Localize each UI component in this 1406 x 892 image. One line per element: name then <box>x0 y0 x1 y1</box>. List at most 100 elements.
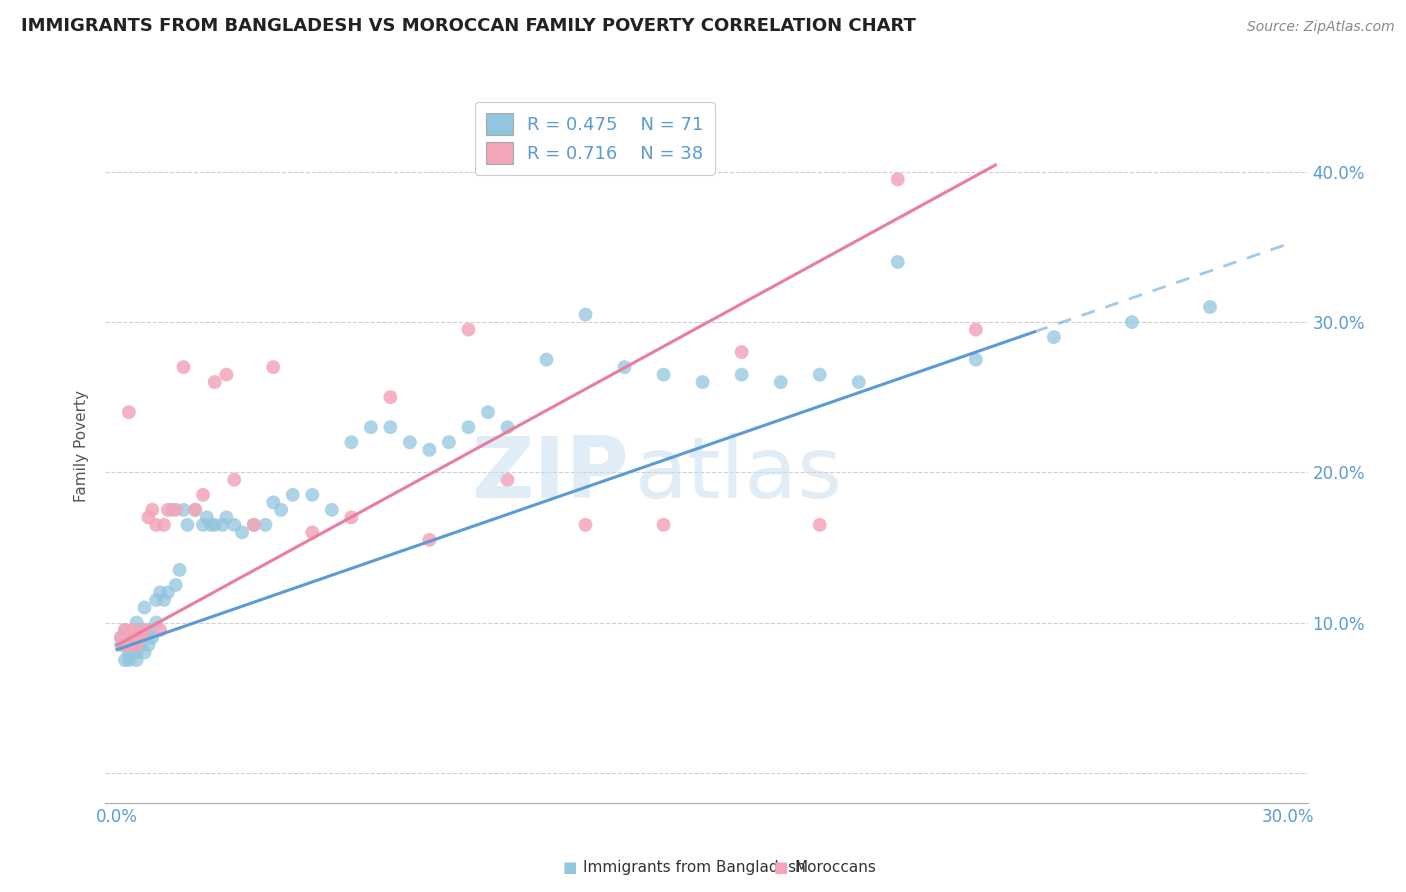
Point <box>200 517 222 532</box>
Point <box>254 517 277 532</box>
Point <box>110 638 132 652</box>
Point <box>134 646 156 660</box>
Point <box>129 638 152 652</box>
Point <box>340 435 363 450</box>
Point <box>125 638 148 652</box>
Point <box>692 375 714 389</box>
Point <box>262 360 284 375</box>
Text: Moroccans: Moroccans <box>794 861 876 875</box>
Point <box>114 638 136 652</box>
Point <box>121 631 143 645</box>
Point <box>184 503 207 517</box>
Point <box>887 172 910 186</box>
Point <box>118 405 141 419</box>
Point <box>242 517 264 532</box>
Point <box>1199 300 1222 314</box>
Text: Immigrants from Bangladesh: Immigrants from Bangladesh <box>583 861 806 875</box>
Point <box>496 473 519 487</box>
Point <box>114 653 136 667</box>
Point <box>138 638 160 652</box>
Point <box>138 510 160 524</box>
Point <box>457 420 479 434</box>
Point <box>121 646 143 660</box>
Point <box>145 517 167 532</box>
Point <box>125 631 148 645</box>
Point <box>195 510 218 524</box>
Point <box>301 525 323 540</box>
Text: ZIP: ZIP <box>471 433 628 516</box>
Point <box>730 368 752 382</box>
Point <box>224 517 246 532</box>
Legend: R = 0.475    N = 71, R = 0.716    N = 38: R = 0.475 N = 71, R = 0.716 N = 38 <box>475 102 714 175</box>
Point <box>360 420 382 434</box>
Point <box>418 533 440 547</box>
Point <box>156 503 179 517</box>
Point <box>730 345 752 359</box>
Point <box>191 517 214 532</box>
Point <box>141 503 163 517</box>
Point <box>129 631 152 645</box>
Point <box>121 638 143 652</box>
Point <box>965 352 987 367</box>
Point <box>169 563 191 577</box>
Point <box>215 368 238 382</box>
Point <box>536 352 558 367</box>
Point <box>176 517 198 532</box>
Text: ■: ■ <box>562 861 576 875</box>
Text: Source: ZipAtlas.com: Source: ZipAtlas.com <box>1247 21 1395 34</box>
Point <box>965 322 987 336</box>
Point <box>242 517 264 532</box>
Point <box>574 517 596 532</box>
Point <box>437 435 460 450</box>
Point <box>301 488 323 502</box>
Point <box>457 322 479 336</box>
Point <box>110 631 132 645</box>
Point <box>231 525 253 540</box>
Point <box>281 488 304 502</box>
Point <box>224 473 246 487</box>
Point <box>149 623 172 637</box>
Point <box>191 488 214 502</box>
Point <box>125 646 148 660</box>
Point <box>321 503 343 517</box>
Point <box>118 653 141 667</box>
Point <box>496 420 519 434</box>
Point <box>340 510 363 524</box>
Point <box>153 593 176 607</box>
Point <box>887 255 910 269</box>
Point <box>1043 330 1066 344</box>
Point <box>125 615 148 630</box>
Point <box>134 623 156 637</box>
Point <box>118 646 141 660</box>
Point <box>149 585 172 599</box>
Point <box>141 631 163 645</box>
Point <box>184 503 207 517</box>
Point <box>848 375 870 389</box>
Text: atlas: atlas <box>634 433 842 516</box>
Point <box>808 368 831 382</box>
Point <box>145 615 167 630</box>
Point <box>114 623 136 637</box>
Point <box>215 510 238 524</box>
Point <box>808 517 831 532</box>
Point <box>613 360 636 375</box>
Point <box>270 503 292 517</box>
Point <box>574 308 596 322</box>
Point <box>165 503 187 517</box>
Point <box>125 653 148 667</box>
Point <box>114 638 136 652</box>
Point <box>145 593 167 607</box>
Point <box>118 631 141 645</box>
Point <box>160 503 183 517</box>
Point <box>204 517 226 532</box>
Point <box>204 375 226 389</box>
Point <box>211 517 233 532</box>
Point <box>262 495 284 509</box>
Point <box>121 631 143 645</box>
Point <box>165 578 187 592</box>
Point <box>156 585 179 599</box>
Point <box>652 368 675 382</box>
Point <box>134 600 156 615</box>
Point <box>1121 315 1143 329</box>
Point <box>380 420 402 434</box>
